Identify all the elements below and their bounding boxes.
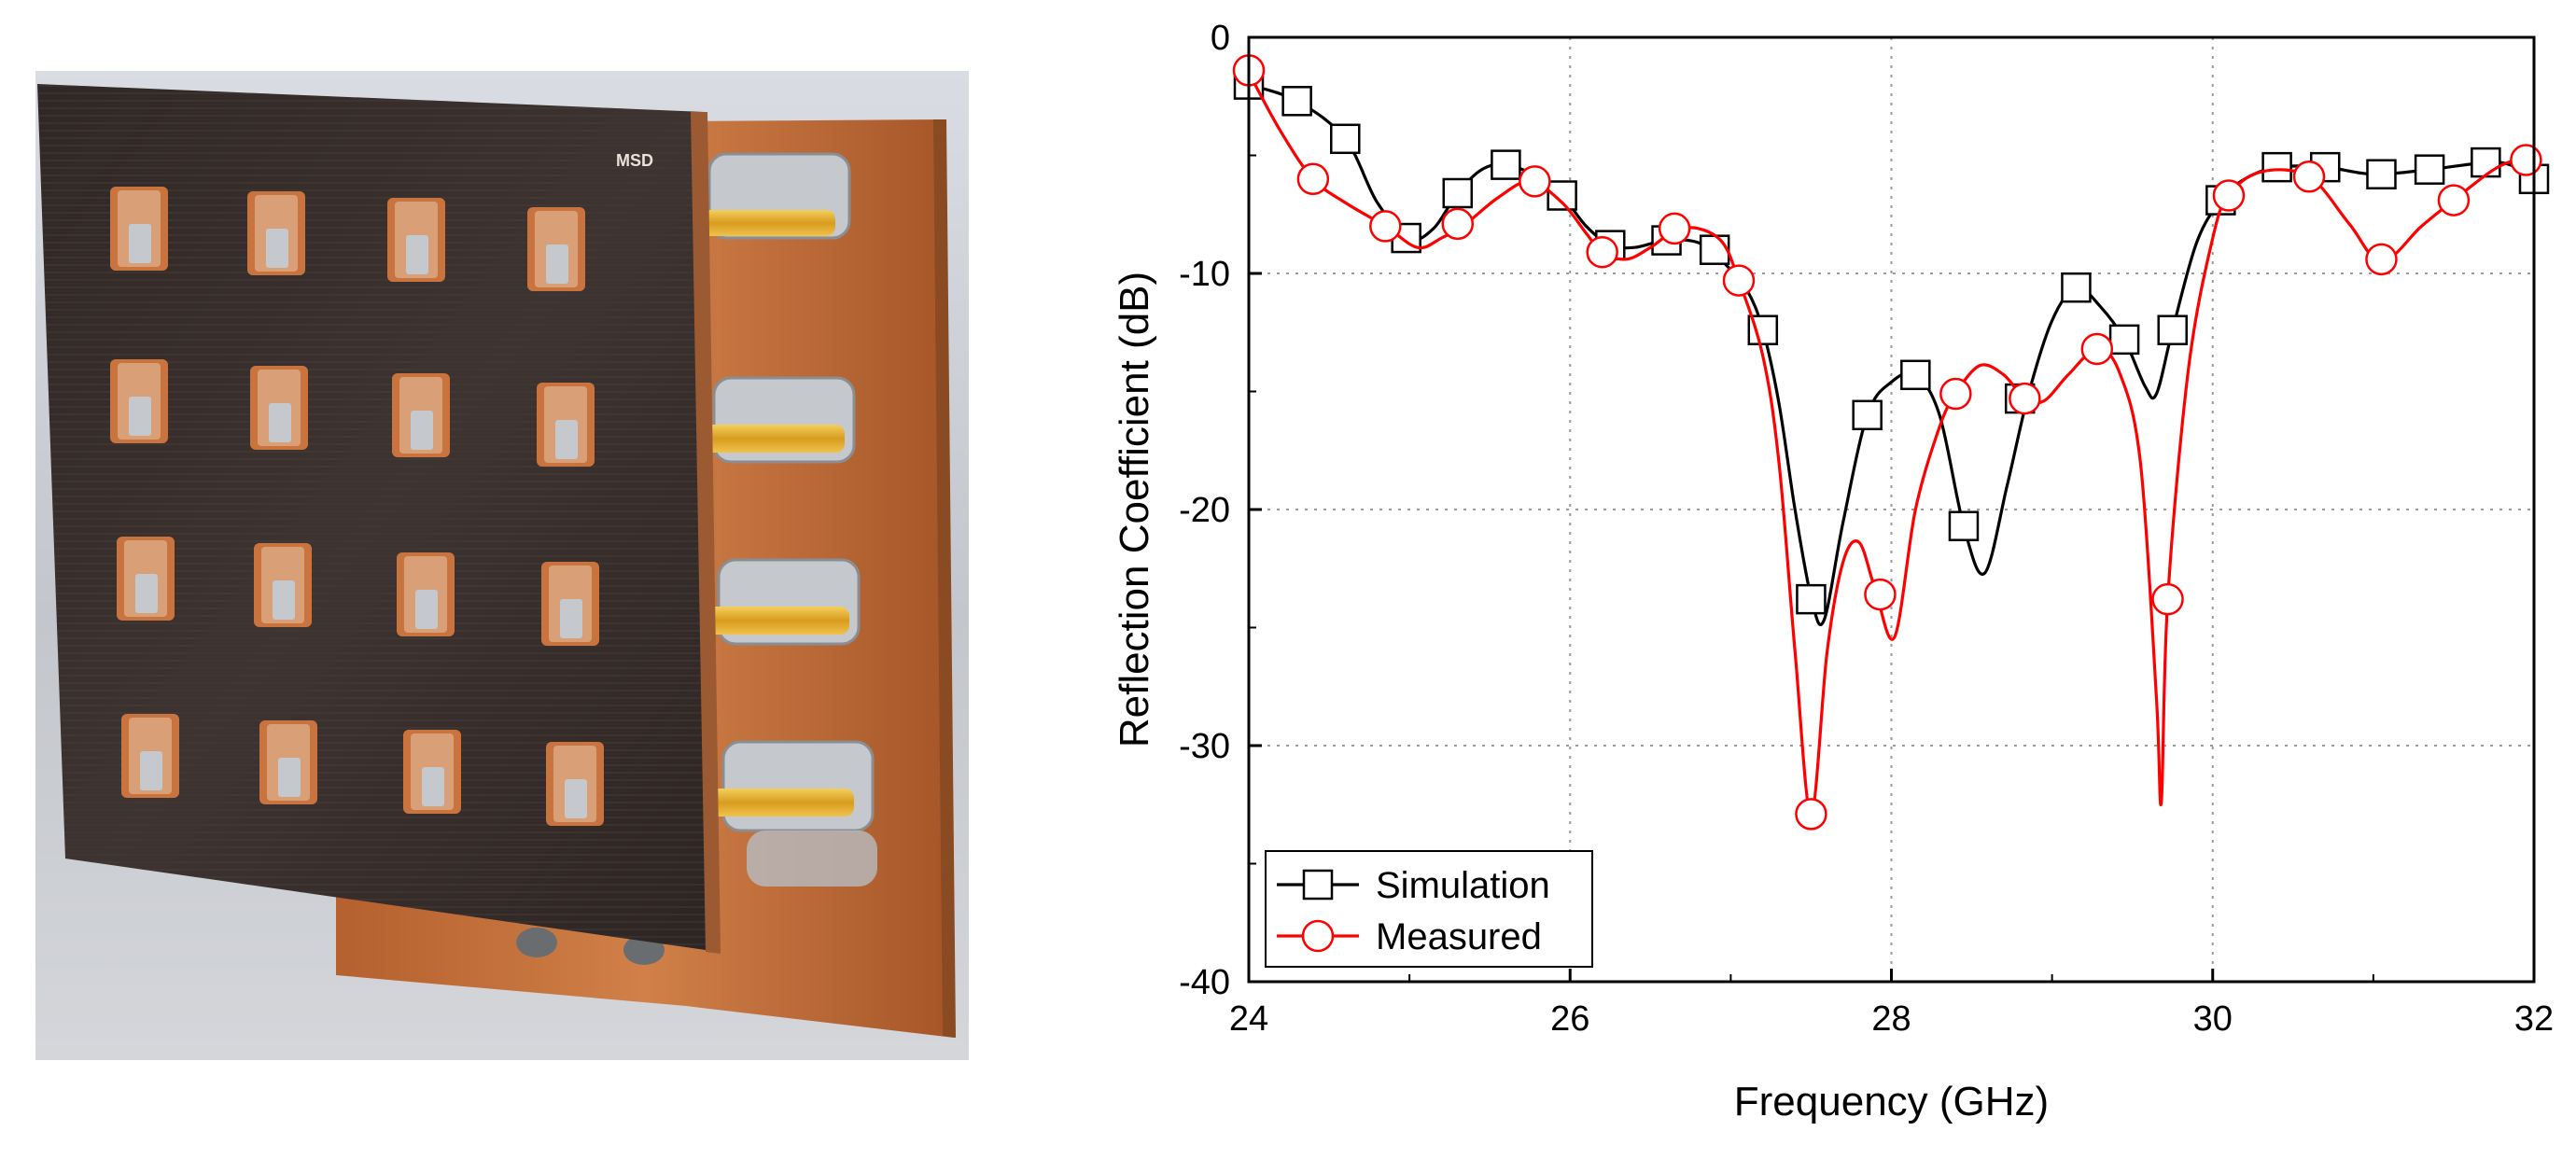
measured-marker: [1586, 235, 1618, 269]
measured-markers: [1232, 54, 2542, 831]
legend-label: Measured: [1376, 916, 1542, 957]
simulation-marker: [1948, 510, 1980, 541]
patch-element: [541, 562, 599, 646]
axes: 24 26 28 30 32 0 -10 -20 -30 -40: [1179, 19, 2554, 1039]
patch-element: [397, 552, 455, 636]
simulation-marker: [1699, 234, 1730, 265]
sma-connector: [700, 740, 877, 887]
legend-item-measured: Measured: [1277, 916, 1542, 957]
y-tick-label: 0: [1211, 19, 1230, 58]
board-marking: MSD: [616, 151, 653, 170]
measured-marker: [1296, 162, 1330, 196]
radiating-board-edge: [691, 112, 721, 954]
legend: Simulation Measured: [1265, 850, 1593, 968]
grid: [1249, 37, 2534, 982]
measured-marker: [1722, 264, 1756, 297]
x-tick-label: 30: [2193, 999, 2233, 1039]
antenna-photo-panel: MSD: [0, 0, 1008, 1154]
measured-marker: [1658, 212, 1691, 245]
simulation-marker: [1330, 123, 1361, 155]
simulation-marker: [2108, 324, 2140, 356]
simulation-marker: [2157, 314, 2188, 345]
patch-element: [387, 198, 445, 282]
measured-marker: [1864, 578, 1897, 611]
chart-panel: 24 26 28 30 32 0 -10 -20 -30 -40 Frequency (GHz) …: [1008, 0, 2576, 1154]
patch-element: [537, 383, 595, 467]
measured-marker: [1441, 207, 1475, 241]
simulation-marker: [2261, 151, 2292, 183]
series-layer: [1232, 54, 2550, 831]
patch-element: [254, 543, 312, 627]
simulation-marker: [2471, 147, 2501, 178]
y-axis-label: Reflection Coefficient (dB): [1112, 272, 1157, 747]
measured-marker: [1301, 919, 1335, 953]
reflection-coefficient-chart: 24 26 28 30 320-10-20-30-40 Frequency (GHz) …: [1112, 19, 2554, 1124]
y-tick-label: -10: [1179, 255, 1230, 294]
sma-connector: [686, 152, 851, 240]
x-tick-label: 26: [1550, 999, 1589, 1039]
measured-marker: [2151, 582, 2184, 616]
simulation-marker: [1491, 149, 1521, 180]
patch-element: [392, 373, 450, 457]
simulation-marker: [1747, 314, 1779, 345]
y-tick-label: -40: [1179, 963, 1230, 1002]
measured-marker: [1519, 165, 1551, 198]
measured-marker: [1939, 377, 1972, 411]
measured-marker: [2365, 243, 2398, 276]
patch-element: [117, 537, 175, 621]
legend-item-simulation: Simulation: [1277, 865, 1550, 906]
sma-connector: [695, 558, 861, 646]
simulation-marker: [2414, 154, 2445, 185]
measured-marker: [2009, 382, 2041, 415]
antenna-photo: MSD: [35, 71, 969, 1060]
feed-board-edge: [933, 119, 956, 1038]
simulation-marker: [1900, 359, 1931, 391]
simulation-marker: [1281, 86, 1312, 117]
y-tick-label: -20: [1179, 491, 1230, 530]
legend-label: Simulation: [1376, 865, 1550, 906]
sma-connector: [691, 376, 856, 464]
series-measured: [1249, 72, 2534, 816]
x-tick-label: 28: [1871, 999, 1911, 1039]
measured-marker: [2437, 184, 2471, 216]
measured-marker: [2212, 179, 2246, 212]
patch-element: [110, 187, 168, 271]
x-axis-label: Frequency (GHz): [1734, 1079, 2049, 1124]
measured-marker: [2292, 161, 2326, 193]
patch-element: [527, 207, 585, 291]
simulation-marker: [1302, 869, 1334, 901]
patch-element: [250, 366, 308, 450]
simulation-marker: [2366, 159, 2397, 189]
radiating-board-texture: [37, 84, 719, 952]
patch-element: [546, 742, 604, 826]
patch-element: [121, 714, 179, 798]
simulation-marker: [2061, 272, 2092, 303]
patch-element: [259, 720, 317, 804]
simulation-marker: [1442, 177, 1474, 209]
patch-array: [110, 187, 604, 826]
measured-marker: [1369, 210, 1402, 243]
x-tick-label: 32: [2514, 999, 2554, 1039]
patch-element: [110, 359, 168, 443]
measured-line: [1249, 72, 2534, 816]
y-tick-label: -30: [1179, 727, 1230, 766]
measured-marker: [2080, 332, 2114, 366]
x-tick-label: 24: [1229, 999, 1268, 1039]
measured-marker: [2510, 144, 2542, 176]
sma-connectors: [686, 152, 877, 887]
measured-marker: [1795, 798, 1827, 831]
simulation-marker: [1852, 399, 1883, 431]
patch-element: [403, 730, 461, 814]
patch-element: [247, 191, 305, 275]
simulation-marker: [1796, 583, 1827, 615]
